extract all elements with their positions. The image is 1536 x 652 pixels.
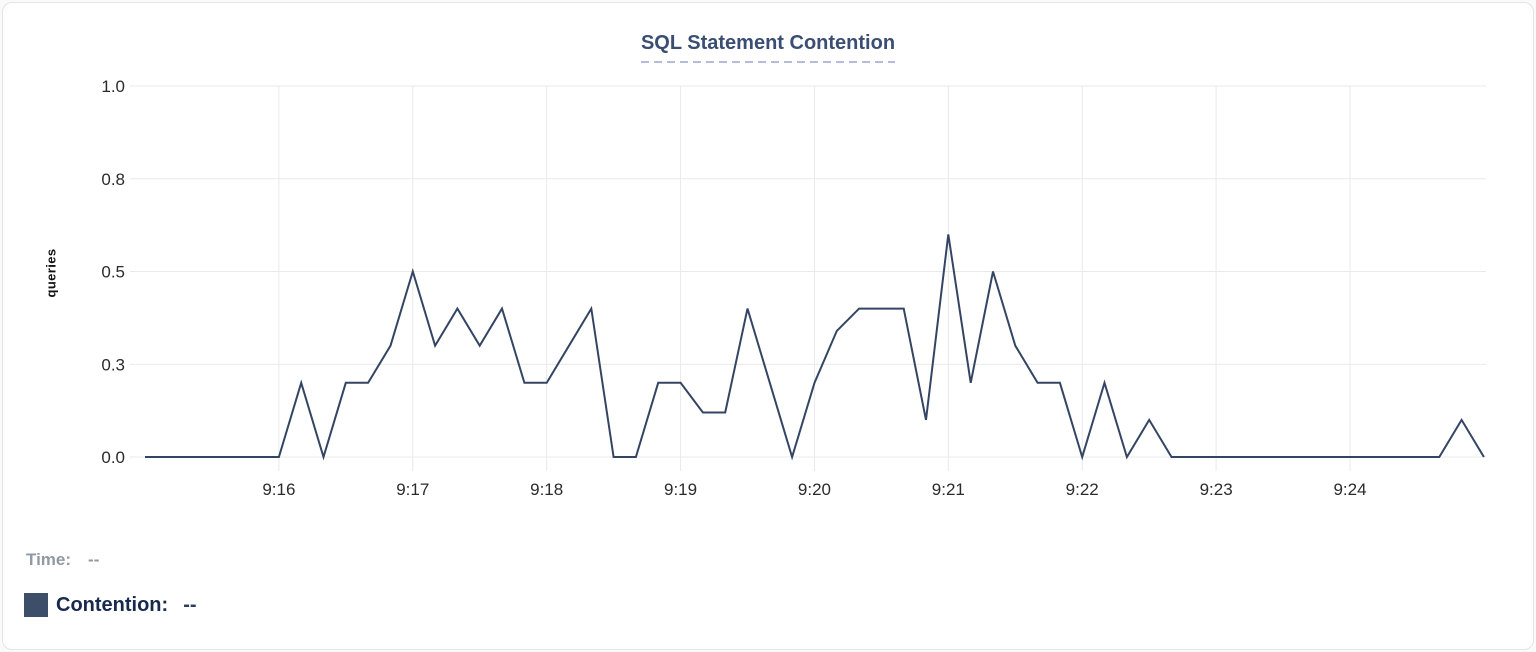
x-tick-label: 9:23 [1200,480,1233,499]
tooltip-time-row: Time: -- [26,550,99,570]
x-tick-label: 9:18 [530,480,563,499]
tooltip-time-label: Time: [26,550,72,569]
x-tick-label: 9:20 [798,480,831,499]
chart-title[interactable]: SQL Statement Contention [641,32,895,63]
y-tick-label: 0.8 [101,170,125,189]
contention-line-chart[interactable]: 0.0 0.3 0.5 0.8 1.0 9:16 9:17 9:18 9:19 9:20 9:21 9… [3,3,1536,519]
x-tick-label: 9:19 [664,480,697,499]
contention-series-swatch [24,593,48,617]
contention-series-line [145,234,1485,461]
x-tick-label: 9:24 [1333,480,1366,499]
y-tick-label: 0.3 [101,355,125,374]
y-tick-label: 1.0 [101,77,125,96]
y-tick-label: 0.0 [101,448,125,467]
x-tick-label: 9:16 [262,480,295,499]
legend-contention-label: Contention: [56,593,169,616]
x-tick-label: 9:22 [1066,480,1099,499]
legend-contention-row[interactable]: Contention: -- [24,593,197,617]
tooltip-time-value: -- [88,550,100,569]
chart-header: SQL Statement Contention [3,32,1533,63]
y-tick-label: 0.5 [101,263,125,282]
x-tick-label: 9:17 [396,480,429,499]
x-tick-label: 9:21 [932,480,965,499]
legend-contention-value: -- [183,593,197,616]
